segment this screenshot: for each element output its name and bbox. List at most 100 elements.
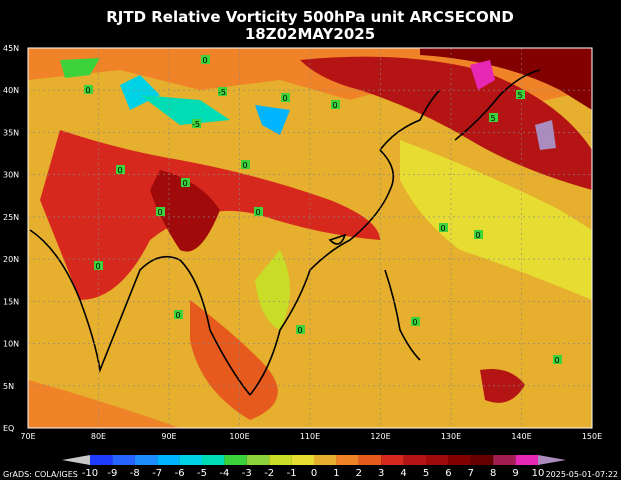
contour-label: 0: [255, 208, 260, 217]
lon-label: 110E: [300, 432, 320, 441]
contour-label: 0: [412, 318, 417, 327]
colorbar-label: 9: [512, 468, 518, 479]
colorbar-label: -9: [107, 468, 117, 479]
contour-label: -5: [192, 120, 200, 129]
map-frame: [27, 47, 593, 429]
colorbar-box: [291, 455, 314, 465]
contour-label: 0: [475, 231, 480, 240]
colorbar-box: [314, 455, 337, 465]
contour-label-box: [296, 325, 305, 334]
contour-label-box: [411, 317, 420, 326]
colorbar-label: 10: [532, 468, 545, 479]
colorbar-label: -4: [219, 468, 229, 479]
lat-label: 25N: [3, 213, 19, 222]
contour-label-box: [331, 100, 340, 109]
lon-label: 80E: [91, 432, 106, 441]
contour-label: 5: [517, 91, 522, 100]
lon-label: 130E: [441, 432, 461, 441]
colorbar-box: [493, 455, 516, 465]
contour-label: 0: [440, 224, 445, 233]
colorbar-label: 5: [423, 468, 429, 479]
colorbar-label: -3: [242, 468, 252, 479]
contour-label-box: [254, 207, 263, 216]
contour-label: 0: [95, 262, 100, 271]
colorbar-label: -10: [82, 468, 98, 479]
colorbar-label: -6: [175, 468, 185, 479]
colorbar-box: [269, 455, 292, 465]
contour-label: 0: [85, 86, 90, 95]
colorbar-box: [157, 455, 180, 465]
colorbar-triangle: [62, 455, 90, 465]
contour-label: 0: [282, 94, 287, 103]
contour-label-box: [174, 310, 183, 319]
colorbar-label: -8: [130, 468, 140, 479]
colorbar-label: 2: [356, 468, 362, 479]
colorbar-box: [224, 455, 247, 465]
colorbar-box: [448, 455, 471, 465]
contour-label: 0: [332, 101, 337, 110]
lat-label: 30N: [3, 171, 19, 180]
contour-label: 0: [297, 326, 302, 335]
colorbar-box: [403, 455, 426, 465]
contour-label: -5: [218, 88, 226, 97]
lat-label: 40N: [3, 86, 19, 95]
colorbar-box: [426, 455, 449, 465]
contour-label-box: [156, 207, 165, 216]
lat-label: 10N: [3, 340, 19, 349]
lon-label: 140E: [511, 432, 531, 441]
colorbar-label: 4: [400, 468, 406, 479]
timestamp: 2025-05-01-07:22: [546, 470, 618, 479]
contour-label-box: [218, 87, 227, 96]
contour-label: 5: [490, 114, 495, 123]
title: RJTD Relative Vorticity 500hPa unit ARCS…: [106, 8, 514, 26]
colorbar-box: [358, 455, 382, 465]
contour-label: 0: [554, 356, 559, 365]
colorbar-triangle: [538, 455, 566, 465]
colorbar-box: [112, 455, 135, 465]
contour-label: 0: [157, 208, 162, 217]
colorbar-box: [515, 455, 538, 465]
contour-label-box: [489, 113, 498, 122]
lon-label: 150E: [582, 432, 602, 441]
contour-label-box: [439, 223, 448, 232]
colorbar-box: [470, 455, 494, 465]
colorbar-label: 0: [311, 468, 317, 479]
colorbar-label: 1: [333, 468, 339, 479]
contour-label-box: [181, 178, 190, 187]
colorbar-label: 3: [378, 468, 384, 479]
lon-label: 120E: [370, 432, 390, 441]
lat-label: 5N: [3, 382, 14, 391]
subtitle: 18Z02MAY2025: [245, 25, 375, 43]
colorbar-box: [336, 455, 359, 465]
lat-label: 45N: [3, 44, 19, 53]
colorbar-box: [90, 455, 113, 465]
contour-label: 0: [242, 161, 247, 170]
lat-label: EQ: [3, 424, 14, 433]
contour-label-box: [192, 119, 201, 128]
colorbar-box: [134, 455, 158, 465]
colorbar-box: [246, 455, 270, 465]
contour-label-box: [201, 55, 210, 64]
contour-label: 0: [175, 311, 180, 320]
contour-label: 0: [182, 179, 187, 188]
colorbar-label: -2: [264, 468, 274, 479]
colorbar-box: [202, 455, 225, 465]
colorbar-label: -7: [152, 468, 162, 479]
contour-label: 0: [117, 166, 122, 175]
colorbar-label: -1: [287, 468, 297, 479]
lat-label: 20N: [3, 255, 19, 264]
contour-label-box: [94, 261, 103, 270]
lon-label: 90E: [161, 432, 176, 441]
colorbar-label: 7: [468, 468, 474, 479]
colorbar-box: [179, 455, 202, 465]
lat-label: 35N: [3, 128, 19, 137]
lon-label: 70E: [20, 432, 35, 441]
contour-label-box: [281, 93, 290, 102]
colorbar-box: [381, 455, 404, 465]
colorbar-label: 8: [490, 468, 496, 479]
contour-label-box: [241, 160, 250, 169]
footer: GrADS: COLA/IGES: [3, 470, 78, 479]
contour-label-box: [553, 355, 562, 364]
map-field: [28, 48, 592, 428]
